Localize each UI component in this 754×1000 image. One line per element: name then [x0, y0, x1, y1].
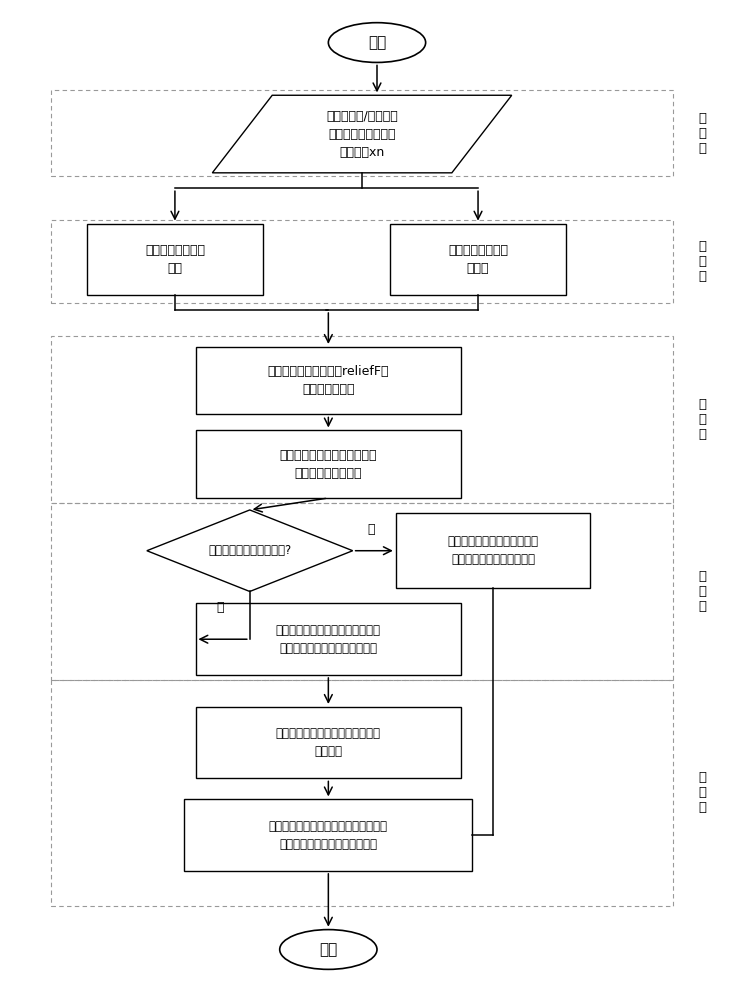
- Bar: [396, 513, 590, 588]
- Text: 开始: 开始: [368, 35, 386, 50]
- Bar: [51, 220, 673, 303]
- Bar: [195, 430, 461, 498]
- Text: 结束: 结束: [319, 942, 338, 957]
- Text: 对待选的多特征集采用reliefF算
法得到特征权重: 对待选的多特征集采用reliefF算 法得到特征权重: [268, 365, 389, 396]
- Bar: [195, 707, 461, 778]
- Ellipse shape: [328, 23, 426, 62]
- Text: 计算信号的时域特
征量: 计算信号的时域特 征量: [145, 244, 205, 275]
- Text: 计算信号的时频域
特征量: 计算信号的时频域 特征量: [448, 244, 508, 275]
- Polygon shape: [213, 95, 512, 173]
- Text: 否: 否: [216, 601, 224, 614]
- Text: 对相关特征集采用最大相关最
小冗余算法得到最佳特征集: 对相关特征集采用最大相关最 小冗余算法得到最佳特征集: [448, 535, 538, 566]
- Text: 采用分类器正确率与特征个数等多目标
优化进行求解，得到最佳特征集: 采用分类器正确率与特征个数等多目标 优化进行求解，得到最佳特征集: [269, 820, 388, 851]
- Bar: [51, 680, 673, 906]
- Polygon shape: [147, 510, 353, 591]
- Text: 对相关特征集采用最大相关最小冗
余算法得到一系列非冗余特征集: 对相关特征集采用最大相关最小冗 余算法得到一系列非冗余特征集: [276, 624, 381, 655]
- Ellipse shape: [280, 930, 377, 969]
- Text: 步
骤
二: 步 骤 二: [698, 240, 706, 283]
- Text: 将一系列非冗余特征集作为分类器
的样本集: 将一系列非冗余特征集作为分类器 的样本集: [276, 727, 381, 758]
- Bar: [51, 90, 673, 176]
- Text: 按采样频率/对故障电
弧电流信号逐点采样
得到信号xn: 按采样频率/对故障电 弧电流信号逐点采样 得到信号xn: [326, 110, 398, 159]
- Text: 步
骤
五: 步 骤 五: [698, 771, 706, 814]
- Text: 是否给定需要的特征个数?: 是否给定需要的特征个数?: [208, 544, 291, 557]
- Text: 步
骤
一: 步 骤 一: [698, 112, 706, 155]
- Bar: [184, 799, 473, 871]
- Text: 步
骤
三: 步 骤 三: [698, 398, 706, 441]
- Text: 步
骤
四: 步 骤 四: [698, 570, 706, 613]
- Bar: [87, 224, 263, 295]
- Bar: [51, 336, 673, 503]
- Bar: [195, 347, 461, 414]
- Bar: [51, 503, 673, 680]
- Bar: [195, 603, 461, 675]
- Text: 设置阈值，去除低于阈值的特
征，得到相关特征集: 设置阈值，去除低于阈值的特 征，得到相关特征集: [280, 449, 377, 480]
- Bar: [390, 224, 566, 295]
- Text: 是: 是: [368, 523, 375, 536]
